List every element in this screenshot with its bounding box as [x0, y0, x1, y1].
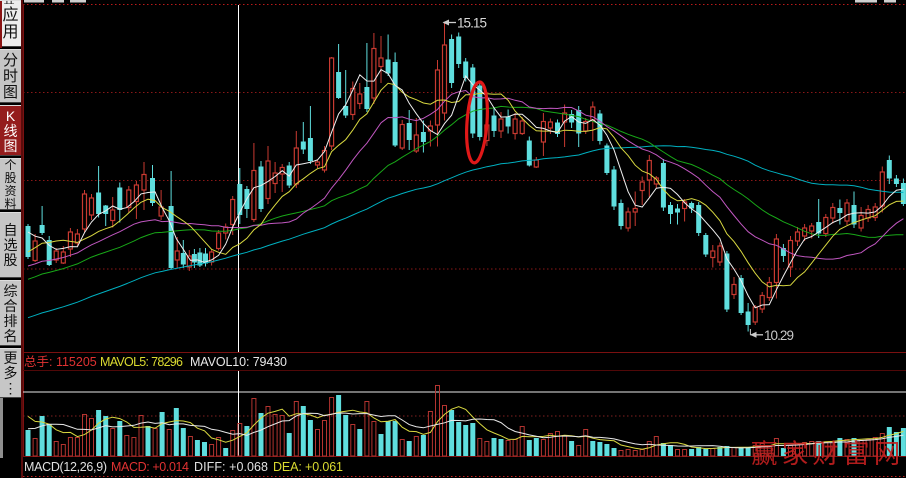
svg-text:MAVOL5: 78296: MAVOL5: 78296 [100, 355, 183, 369]
svg-text:10.29: 10.29 [764, 328, 794, 343]
svg-text:15.15: 15.15 [457, 16, 487, 31]
svg-text:MAVOL10: 79430: MAVOL10: 79430 [190, 355, 287, 369]
svg-text:DEA: +0.061: DEA: +0.061 [273, 460, 343, 474]
svg-text:赢家财富网: 赢家财富网 [751, 439, 905, 469]
svg-text:MACD: +0.014: MACD: +0.014 [111, 460, 189, 474]
svg-text:总手: 115205: 总手: 115205 [24, 355, 97, 369]
svg-text:DIFF: +0.068: DIFF: +0.068 [194, 460, 268, 474]
svg-text:MACD(12,26,9): MACD(12,26,9) [24, 460, 107, 474]
